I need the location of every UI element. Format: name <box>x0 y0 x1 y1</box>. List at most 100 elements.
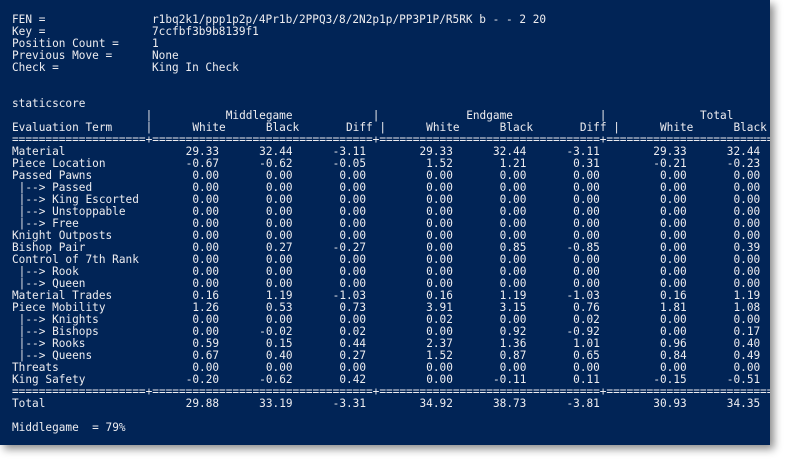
row-value: 0.00 <box>733 193 761 206</box>
row-value: 0.17 <box>733 325 761 338</box>
phase-label: Middlegame <box>12 421 79 434</box>
row-value: -3.11 <box>332 145 367 158</box>
row-value: 0.87 <box>499 349 527 362</box>
table-row: |--> Queen 0.00 0.00 0.00 0.00 0.00 0.00… <box>12 278 770 290</box>
row-value: 2.37 <box>426 337 453 350</box>
row-value: 0.00 <box>659 361 687 374</box>
row-value: 0.44 <box>339 337 367 350</box>
row-term: |--> Queen <box>12 277 86 290</box>
row-value: 0.00 <box>339 193 367 206</box>
row-value: 0.00 <box>192 253 220 266</box>
row-value: 0.00 <box>339 361 367 374</box>
table-row: |--> Bishops 0.00 -0.02 0.02 0.00 0.92 -… <box>12 326 770 338</box>
row-value: -0.67 <box>185 157 220 170</box>
table-row: Knight Outposts 0.00 0.00 0.00 0.00 0.00… <box>12 230 770 242</box>
table-row: |--> Rooks 0.59 0.15 0.44 2.37 1.36 1.01… <box>12 338 770 350</box>
row-value: -3.31 <box>332 397 367 410</box>
group-header-endgame: Endgame <box>466 109 513 122</box>
table-row: Threats 0.00 0.00 0.00 0.00 0.00 0.00 0.… <box>12 362 770 374</box>
row-value: -3.11 <box>566 145 600 158</box>
row-value: 0.00 <box>733 253 761 266</box>
row-value: 0.42 <box>339 373 367 386</box>
row-term: Bishop Pair <box>12 241 86 254</box>
row-value: 0.00 <box>265 277 293 290</box>
row-value: 0.00 <box>659 205 687 218</box>
table-row: |--> King Escorted 0.00 0.00 0.00 0.00 0… <box>12 194 770 206</box>
column-header-white: White <box>426 121 460 134</box>
row-value: 0.00 <box>659 217 687 230</box>
row-value: -0.02 <box>259 325 293 338</box>
row-value: 0.00 <box>499 277 527 290</box>
header-label: Position Count = <box>12 37 119 50</box>
row-value: -0.23 <box>726 157 761 170</box>
row-value: 0.00 <box>499 229 527 242</box>
row-term: Total <box>12 397 46 410</box>
header-line: Previous Move = None <box>12 50 770 62</box>
row-value: -0.92 <box>566 325 600 338</box>
row-value: 0.00 <box>339 217 367 230</box>
row-value: 0.27 <box>339 349 367 362</box>
row-value: 0.00 <box>192 277 220 290</box>
row-value: 0.39 <box>733 241 761 254</box>
group-header-middlegame: Middlegame <box>225 109 293 122</box>
row-value: 0.00 <box>733 361 761 374</box>
row-value: 0.67 <box>192 349 220 362</box>
row-value: 0.27 <box>265 241 293 254</box>
row-value: 0.00 <box>192 361 220 374</box>
row-value: 0.00 <box>573 205 600 218</box>
row-value: 0.02 <box>339 325 367 338</box>
header-label: Key = <box>12 25 46 38</box>
row-value: 0.00 <box>573 217 600 230</box>
table-row: Bishop Pair 0.00 0.27 -0.27 0.00 0.85 -0… <box>12 242 770 254</box>
row-value: 0.00 <box>339 277 367 290</box>
row-value: 0.00 <box>659 229 687 242</box>
row-value: 0.00 <box>426 241 453 254</box>
table-row: King Safety -0.20 -0.62 0.42 0.00 -0.11 … <box>12 374 770 386</box>
row-value: 0.16 <box>426 289 453 302</box>
row-value: 0.00 <box>339 205 367 218</box>
table-group-header: | Middlegame | Endgame | Total | <box>12 109 734 122</box>
row-term: Material Trades <box>12 289 113 302</box>
row-value: 0.00 <box>733 217 761 230</box>
row-value: 0.53 <box>265 301 293 314</box>
row-term: King Safety <box>12 373 86 386</box>
row-value: 0.16 <box>192 289 220 302</box>
row-value: 1.01 <box>573 337 600 350</box>
column-header-black: Black <box>265 121 300 134</box>
column-header-diff: Diff <box>579 121 607 134</box>
row-value: 0.00 <box>499 361 527 374</box>
row-value: 0.00 <box>660 241 687 254</box>
table-row: |--> Queens 0.67 0.40 0.27 1.52 0.87 0.6… <box>12 350 770 362</box>
row-value: 1.21 <box>499 157 527 170</box>
row-term: |--> Passed <box>12 181 93 194</box>
table-row: Piece Location -0.67 -0.62 -0.05 1.52 1.… <box>12 158 770 170</box>
row-value: 0.00 <box>499 217 527 230</box>
row-value: 0.00 <box>426 169 453 182</box>
row-value: 0.00 <box>573 169 600 182</box>
header-line: Key = 7ccfbf3b9b8139f1 <box>12 26 770 38</box>
row-value: 0.00 <box>426 205 453 218</box>
row-value: 38.73 <box>492 397 527 410</box>
row-value: 29.33 <box>653 145 687 158</box>
row-value: 0.49 <box>733 349 761 362</box>
column-header-black: Black <box>499 121 534 134</box>
term-column-header: Evaluation Term <box>12 121 113 134</box>
row-value: 0.00 <box>499 193 527 206</box>
row-value: 0.00 <box>426 229 453 242</box>
row-value: 0.00 <box>573 229 600 242</box>
group-header-total: Total <box>700 109 734 122</box>
table-row: Material 29.33 32.44 -3.11 29.33 32.44 -… <box>12 146 770 158</box>
row-value: 0.00 <box>265 193 293 206</box>
row-value: 0.59 <box>192 337 220 350</box>
row-value: 0.00 <box>265 229 293 242</box>
row-value: 0.00 <box>265 361 293 374</box>
row-value: 0.00 <box>573 193 600 206</box>
row-term: Piece Location <box>12 157 106 170</box>
row-value: 0.00 <box>192 205 220 218</box>
row-value: -0.11 <box>492 373 527 386</box>
row-value: 0.00 <box>192 193 220 206</box>
row-term: |--> Bishops <box>12 325 99 338</box>
row-value: -0.62 <box>259 157 293 170</box>
table-row: |--> Unstoppable 0.00 0.00 0.00 0.00 0.0… <box>12 206 770 218</box>
row-value: 33.19 <box>259 397 293 410</box>
